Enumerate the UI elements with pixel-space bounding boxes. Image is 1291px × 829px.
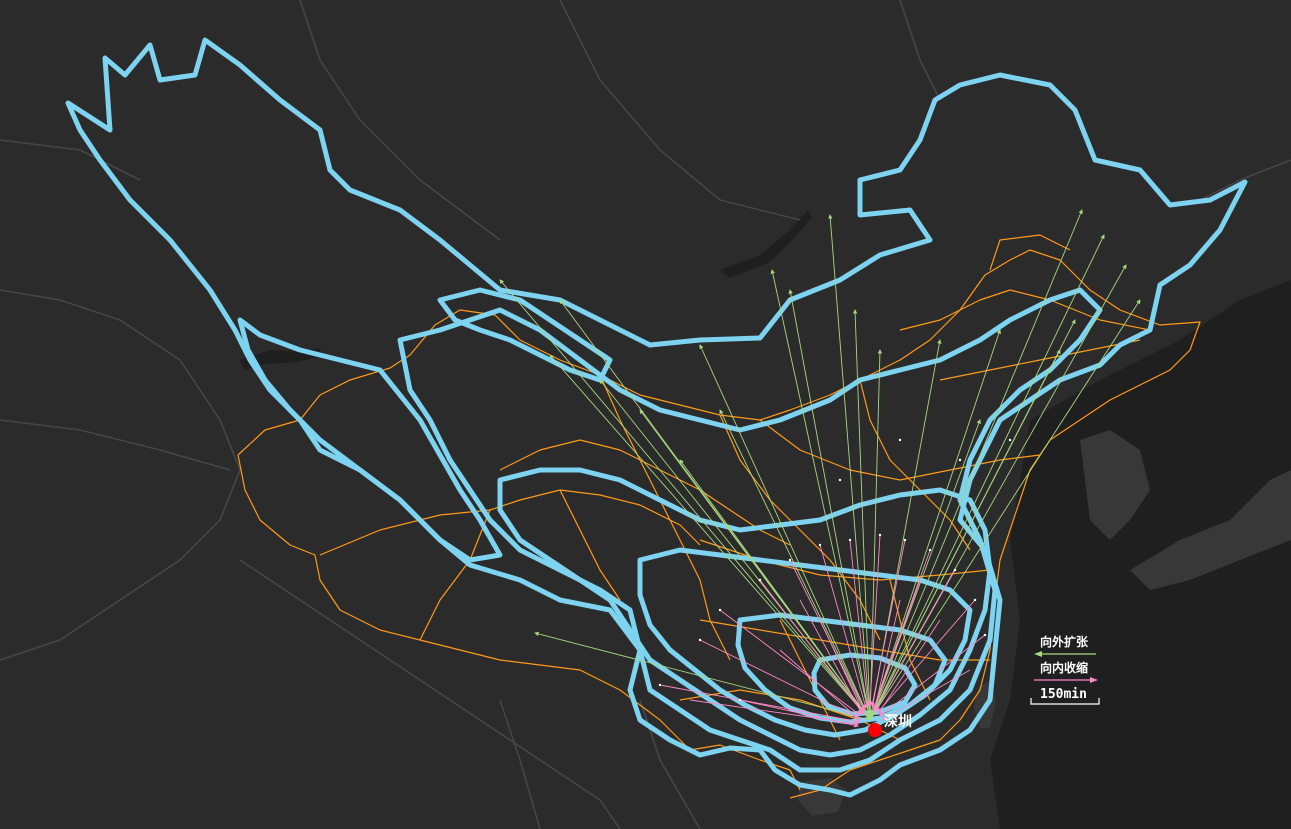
isochrone-mid-1 [397,287,1103,773]
outward-arrow-icon [1034,651,1096,657]
japan-island [1130,470,1291,590]
inward-arrows [659,534,986,728]
isochrone-outer [65,37,1248,798]
korea-peninsula [1080,430,1150,540]
sea-area [990,280,1291,829]
isochrone-core [811,652,918,717]
city-marker-icon[interactable] [868,723,882,737]
outward-arrows [499,209,1141,721]
legend: 向外扩张 向内收缩 150min [1030,634,1100,705]
legend-outward-label: 向外扩张 [1040,634,1089,649]
isochrone-west-lobe [237,317,503,563]
balkhash-lake [240,348,322,370]
origin-dots [658,438,1012,702]
scale-bar-icon [1030,698,1100,705]
scale-label: 150min [1040,687,1087,702]
baikal-lake [720,210,812,278]
city-label: 深圳 [884,713,912,730]
inward-arrow-icon [1034,677,1098,683]
legend-inward-label: 向内收缩 [1040,660,1088,675]
isochrone-inner-2 [735,612,948,725]
